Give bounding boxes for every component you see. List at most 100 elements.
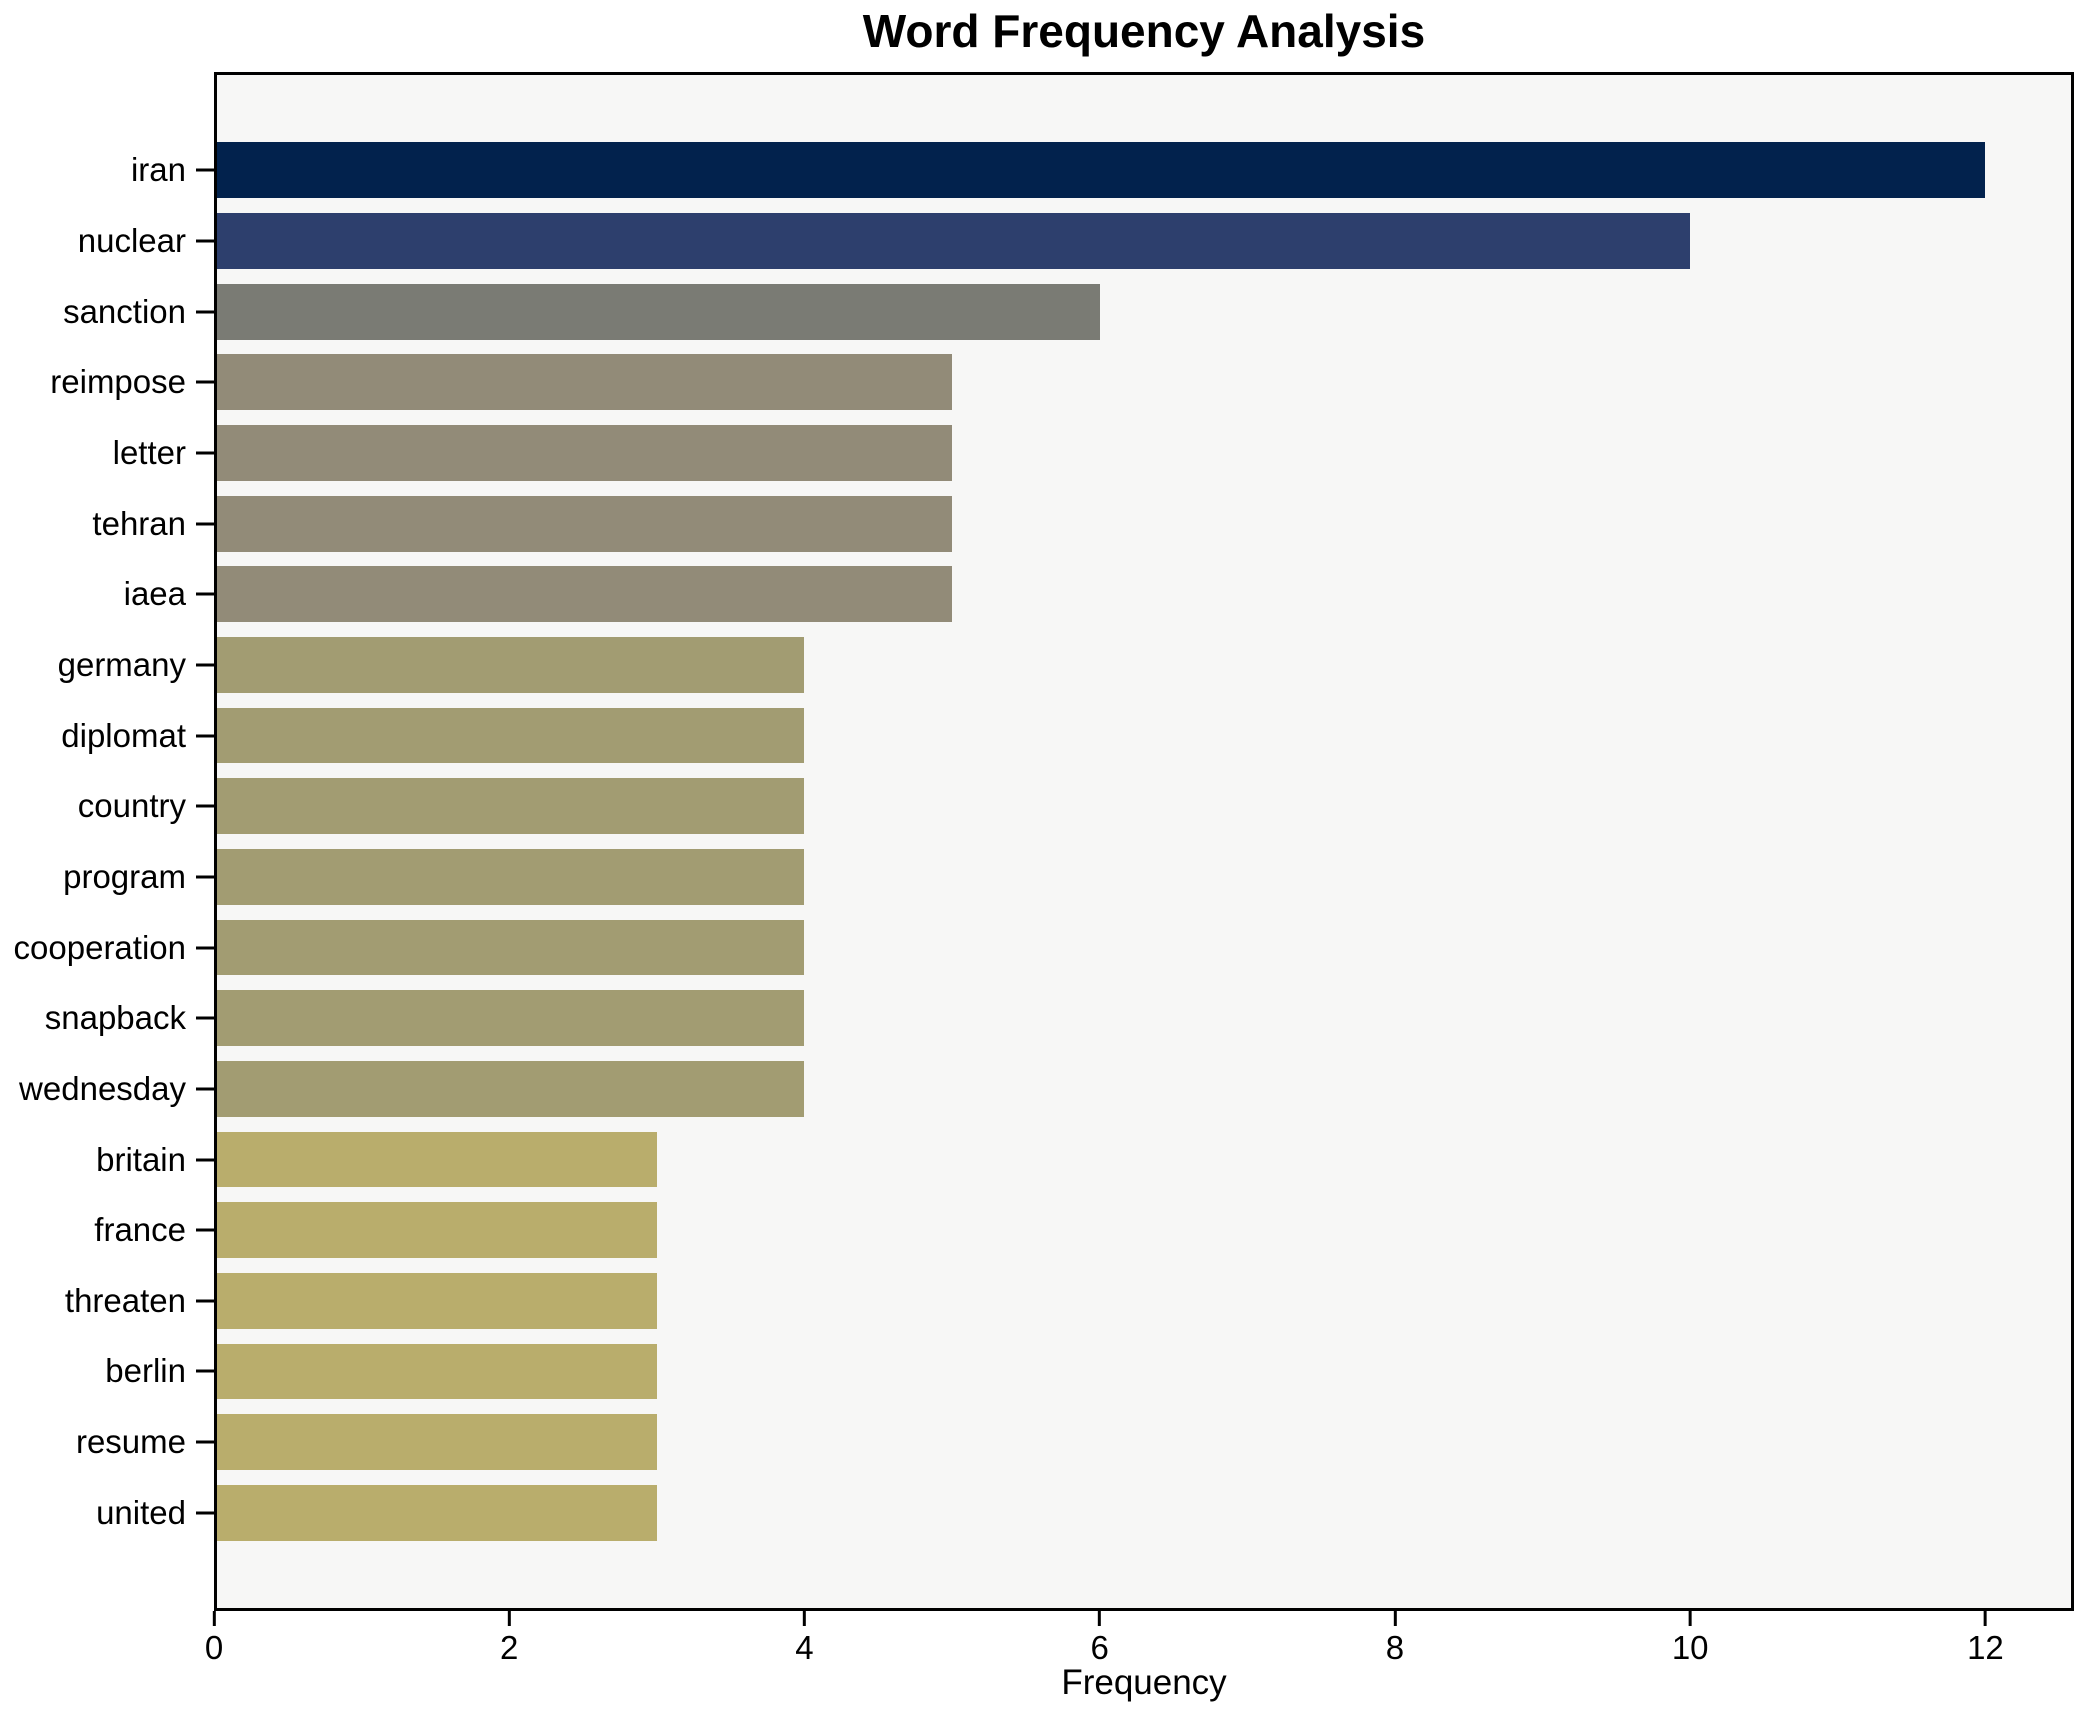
bar (214, 1414, 657, 1471)
bars-area: iran nuclear sanction reimpose letter tehran i… (14, 135, 2074, 1548)
y-tick-mark (196, 1440, 214, 1444)
bar-row: tehran (92, 488, 2074, 559)
plot-area: iran nuclear sanction reimpose letter tehran i… (14, 72, 2074, 1666)
bar-row: threaten (65, 1266, 2074, 1337)
x-tick: 10 (1672, 1611, 1709, 1666)
bar-row: program (63, 842, 2074, 913)
y-tick-label: britain (96, 1140, 186, 1178)
bar (214, 707, 805, 764)
y-tick-label: tehran (92, 504, 186, 542)
y-tick-mark (196, 1158, 214, 1162)
bar (214, 283, 1100, 340)
bar (214, 1272, 657, 1329)
y-tick-mark (196, 946, 214, 950)
y-tick-label: iran (130, 151, 186, 189)
y-tick-mark (196, 380, 214, 384)
y-tick-mark (196, 875, 214, 879)
y-tick-label: united (96, 1493, 186, 1531)
x-tick-mark (1983, 1611, 1987, 1626)
bar (214, 1131, 657, 1188)
y-tick-label: germany (57, 645, 186, 683)
bar-row: britain (96, 1124, 2074, 1195)
bar (214, 1202, 657, 1259)
y-tick-label: iaea (123, 575, 186, 613)
bar (214, 354, 953, 411)
y-tick-label: diplomat (61, 716, 186, 754)
bar (214, 990, 805, 1047)
bar-row: diplomat (61, 700, 2074, 771)
y-tick-label: nuclear (77, 221, 186, 259)
y-tick-mark (196, 663, 214, 667)
bar (214, 566, 953, 623)
bar (214, 213, 1691, 269)
y-tick-mark (196, 168, 214, 172)
y-tick-label: cooperation (13, 928, 186, 966)
y-tick-mark (196, 451, 214, 455)
x-tick: 4 (795, 1611, 814, 1666)
bar (214, 778, 805, 835)
bar-row: united (96, 1477, 2074, 1548)
bar-row: snapback (45, 983, 2074, 1054)
x-tick-mark (1393, 1611, 1397, 1626)
x-tick-label: 8 (1385, 1629, 1405, 1666)
bar-row: sanction (63, 276, 2074, 347)
bar-row: berlin (105, 1336, 2074, 1407)
y-tick-mark (196, 734, 214, 738)
y-tick-mark (196, 1511, 214, 1515)
x-tick: 12 (1967, 1611, 2004, 1666)
y-tick-label: snapback (44, 999, 186, 1037)
y-tick-label: resume (75, 1423, 186, 1461)
bar-row: france (94, 1195, 2074, 1266)
y-tick-mark (196, 1228, 214, 1232)
bar-row: reimpose (50, 347, 2074, 418)
y-tick-label: threaten (64, 1281, 186, 1319)
x-tick-mark (212, 1611, 216, 1626)
y-tick-label: france (94, 1211, 186, 1249)
y-tick-mark (196, 1016, 214, 1020)
bar (214, 637, 805, 693)
y-tick-label: program (63, 857, 186, 895)
bar (214, 1060, 805, 1117)
bar-row: resume (76, 1407, 2074, 1478)
chart-title: Word Frequency Analysis (862, 5, 1426, 57)
x-tick: 8 (1386, 1611, 1404, 1666)
y-tick-mark (196, 1087, 214, 1091)
x-tick-label: 10 (1671, 1629, 1709, 1666)
x-tick-mark (1098, 1611, 1102, 1626)
x-tick-label: 2 (500, 1629, 519, 1666)
bar (214, 848, 805, 905)
bar (214, 919, 805, 976)
bar-row: country (78, 771, 2074, 842)
bar-row: germany (58, 630, 2074, 701)
x-tick: 6 (1091, 1611, 1109, 1666)
bar (214, 425, 953, 481)
x-tick-label: 6 (1090, 1629, 1109, 1666)
bar (214, 142, 1986, 199)
x-tick-mark (802, 1611, 806, 1626)
y-tick-mark (196, 239, 214, 243)
y-tick-mark (196, 1299, 214, 1303)
x-tick-label: 0 (204, 1629, 224, 1666)
bar (214, 1343, 657, 1400)
y-tick-label: letter (112, 433, 186, 471)
x-tick-label: 4 (795, 1629, 814, 1666)
bar-row: cooperation (14, 912, 2074, 983)
bar-row: letter (113, 418, 2074, 489)
y-tick-label: reimpose (50, 363, 186, 401)
x-tick: 2 (500, 1611, 518, 1666)
x-axis-label: Frequency (1061, 1663, 1227, 1702)
y-tick-label: sanction (63, 292, 186, 330)
y-tick-label: berlin (105, 1352, 186, 1390)
x-tick: 0 (205, 1611, 223, 1666)
y-tick-mark (196, 592, 214, 596)
y-tick-mark (196, 1369, 214, 1373)
x-tick-mark (507, 1611, 511, 1626)
bar-row: nuclear (78, 206, 2074, 277)
bar-row: wednesday (19, 1054, 2074, 1125)
y-tick-label: wednesday (19, 1069, 186, 1107)
bar (214, 495, 953, 552)
y-tick-mark (196, 310, 214, 314)
bar-row: iaea (124, 559, 2074, 630)
bar-row: iran (131, 135, 2074, 206)
y-tick-label: country (77, 787, 186, 825)
